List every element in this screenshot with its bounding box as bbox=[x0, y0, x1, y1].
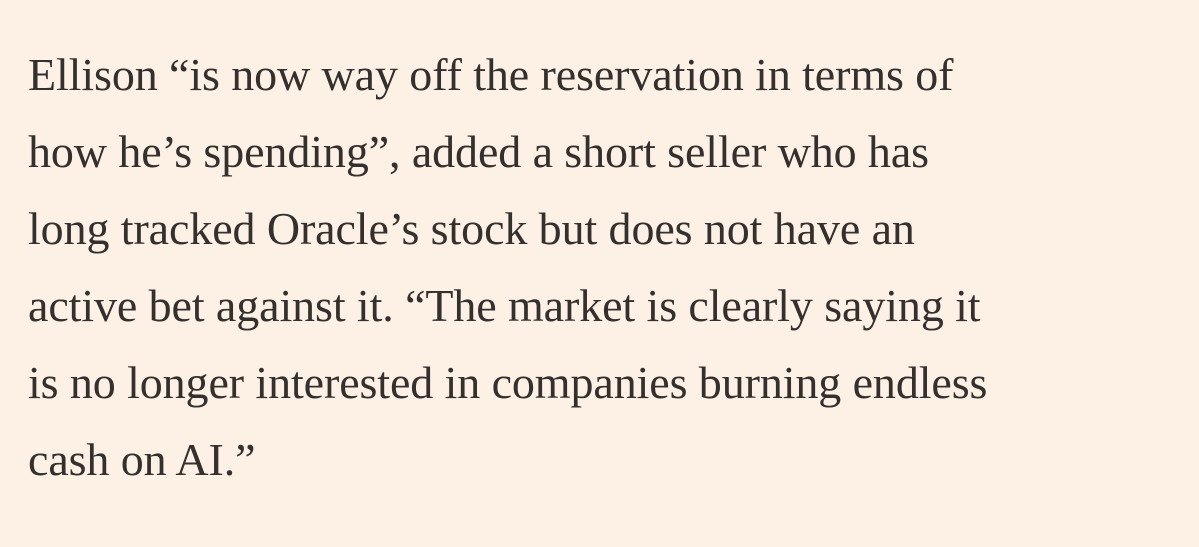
paragraph-line: is no longer interested in companies bur… bbox=[28, 357, 988, 408]
paragraph-line: active bet against it. “The market is cl… bbox=[28, 280, 981, 331]
paragraph-line: Ellison “is now way off the reservation … bbox=[28, 49, 954, 100]
article-paragraph: Ellison “is now way off the reservation … bbox=[28, 36, 1188, 498]
paragraph-line: long tracked Oracle’s stock but does not… bbox=[28, 203, 915, 254]
paragraph-line: how he’s spending”, added a short seller… bbox=[28, 126, 929, 177]
paragraph-line: cash on AI.” bbox=[28, 434, 256, 485]
